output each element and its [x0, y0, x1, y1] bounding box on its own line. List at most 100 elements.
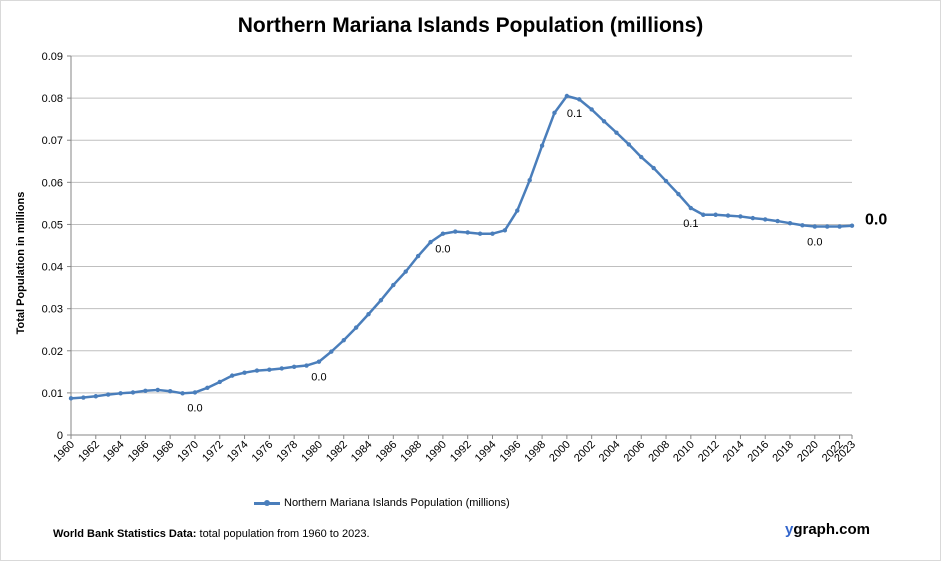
- data-labels: 0.0 0.0 0.0 0.1 0.1 0.0 0.0: [187, 108, 887, 414]
- data-point: [849, 223, 855, 228]
- source-label: World Bank Statistics Data:: [53, 528, 197, 540]
- data-label: 0.0: [187, 402, 202, 414]
- axes: [67, 55, 853, 439]
- data-point: [589, 107, 594, 112]
- x-tick-label: 1998: [522, 439, 548, 465]
- data-point: [155, 387, 160, 393]
- y-tick-label: 0.04: [42, 262, 63, 274]
- x-tick-label: 1986: [374, 439, 400, 465]
- data-point: [775, 218, 780, 224]
- data-point: [391, 282, 396, 288]
- data-point: [304, 363, 309, 368]
- data-point: [291, 364, 297, 369]
- data-label-latest: 0.0: [865, 212, 887, 229]
- data-point: [552, 110, 557, 116]
- data-point: [415, 253, 421, 259]
- data-point: [614, 130, 619, 135]
- data-point: [800, 223, 805, 228]
- data-point: [205, 385, 210, 391]
- x-tick-label: 1996: [498, 439, 524, 465]
- data-label: 0.0: [311, 372, 326, 384]
- data-point: [701, 212, 706, 217]
- data-point: [81, 395, 86, 400]
- y-tick-label: 0.02: [42, 346, 63, 358]
- y-tick-label: 0.09: [42, 51, 63, 63]
- data-point: [93, 394, 98, 399]
- data-point: [738, 214, 743, 219]
- x-tick-label: 2018: [770, 439, 796, 465]
- data-label: 0.0: [435, 244, 450, 256]
- data-point: [527, 178, 532, 183]
- data-point: [366, 311, 371, 317]
- x-tick-label: 1962: [76, 439, 102, 465]
- y-tick-label: 0.03: [42, 304, 63, 316]
- y-tick-label: 0.07: [42, 135, 63, 147]
- x-tick-label: 1968: [150, 439, 176, 465]
- x-tick-label: 2014: [721, 439, 747, 465]
- data-point: [242, 370, 247, 375]
- data-point: [428, 239, 433, 245]
- data-point: [688, 205, 694, 211]
- data-point: [341, 338, 346, 343]
- data-point: [676, 191, 681, 197]
- data-label: 0.0: [807, 237, 822, 249]
- x-tick-label: 2008: [646, 439, 672, 465]
- chart-title: Northern Mariana Islands Population (mil…: [237, 14, 704, 37]
- data-point: [118, 391, 123, 396]
- data-point: [639, 154, 644, 160]
- legend-swatch: [254, 499, 280, 506]
- y-tick-label: 0.08: [42, 93, 63, 105]
- data-point: [663, 178, 669, 184]
- data-point: [477, 231, 483, 236]
- x-tick-label: 2000: [547, 439, 573, 465]
- data-point: [105, 392, 111, 397]
- data-point: [763, 217, 768, 222]
- x-tick-label: 1964: [101, 439, 127, 465]
- series-path: [70, 94, 853, 400]
- source-note: World Bank Statistics Data: total popula…: [53, 528, 370, 540]
- data-point: [651, 165, 656, 171]
- x-tick-label: 1966: [126, 439, 152, 465]
- x-tick-label: 1992: [448, 439, 474, 465]
- legend-label: Northern Mariana Islands Population (mil…: [284, 497, 510, 509]
- data-point: [515, 208, 520, 213]
- x-tick-label: 1960: [51, 439, 77, 465]
- data-point: [465, 230, 470, 235]
- data-point: [353, 325, 359, 330]
- data-point: [626, 142, 632, 147]
- brand-logo: ygraph.com: [785, 521, 870, 538]
- series-points: [68, 93, 855, 401]
- x-tick-label: 1978: [274, 439, 300, 465]
- data-label: 0.1: [683, 218, 698, 230]
- data-point: [68, 396, 74, 401]
- data-point: [192, 390, 198, 395]
- gridlines: [71, 55, 852, 394]
- data-point: [267, 367, 272, 372]
- x-tick-label: 2002: [572, 439, 598, 465]
- series-line: [70, 94, 853, 400]
- x-tick-label: 1980: [299, 439, 325, 465]
- data-point: [713, 212, 718, 217]
- y-tick-label: 0.01: [42, 388, 63, 400]
- data-point: [837, 224, 842, 229]
- x-tick-label: 2006: [622, 439, 648, 465]
- x-tick-label: 1994: [473, 439, 499, 465]
- x-tick-label: 2012: [696, 439, 722, 465]
- data-point: [217, 379, 222, 385]
- x-tick-label: 1988: [398, 439, 424, 465]
- y-tick-label: 0.05: [42, 219, 63, 231]
- x-tick-label: 1976: [250, 439, 276, 465]
- data-point: [279, 366, 284, 371]
- data-point: [229, 373, 235, 378]
- source-text: total population from 1960 to 2023.: [196, 528, 370, 540]
- data-point: [490, 231, 495, 236]
- data-point: [378, 298, 384, 303]
- x-tick-labels: 1960196219641966196819701972197419761978…: [51, 439, 858, 465]
- x-tick-label: 1972: [200, 439, 226, 465]
- x-tick-label: 2016: [746, 439, 772, 465]
- y-tick-label: 0: [57, 430, 63, 442]
- data-point: [180, 391, 185, 396]
- data-point: [564, 93, 570, 99]
